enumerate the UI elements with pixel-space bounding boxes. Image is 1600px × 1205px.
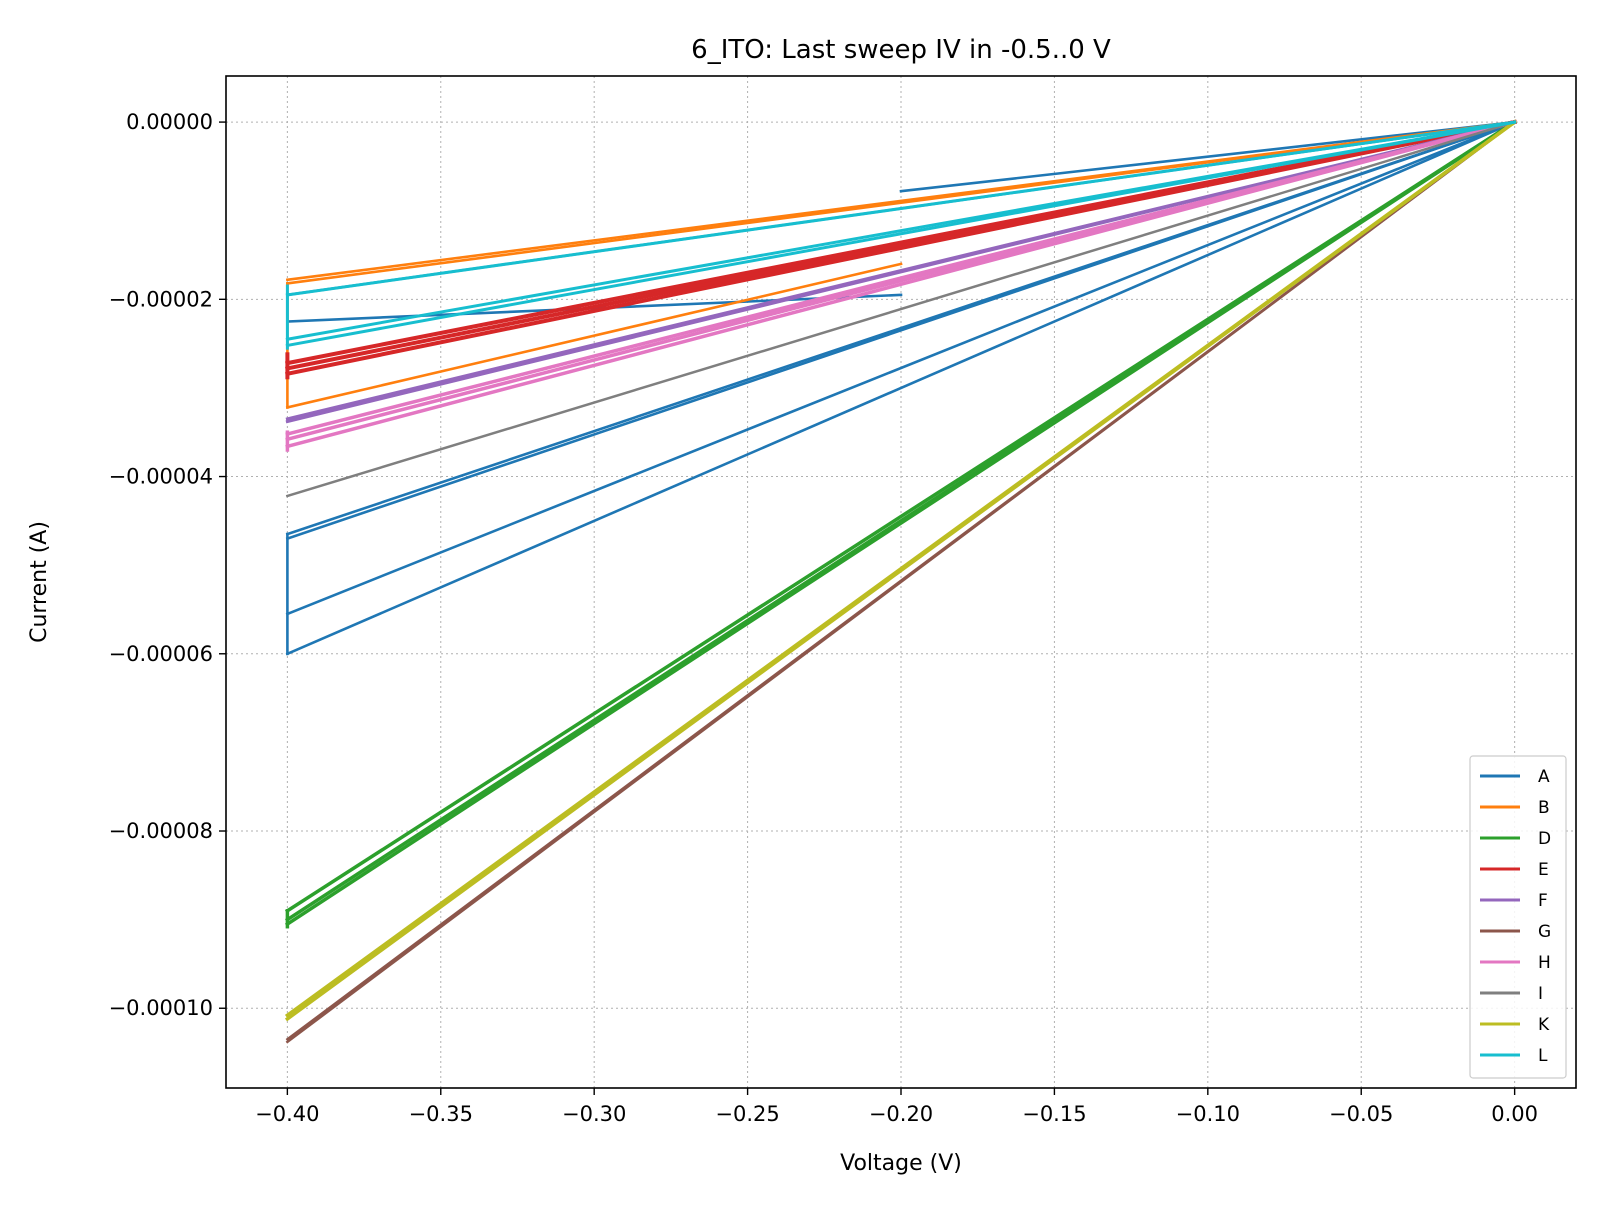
series-line-A bbox=[285, 120, 1517, 616]
x-tick-label: −0.25 bbox=[715, 1102, 779, 1126]
series-line-G bbox=[285, 120, 1517, 1042]
legend-label-H: H bbox=[1538, 953, 1551, 973]
y-tick-label: −0.00004 bbox=[109, 465, 213, 489]
y-tick-label: −0.00008 bbox=[109, 819, 213, 843]
legend-label-D: D bbox=[1538, 829, 1551, 849]
series-I bbox=[285, 120, 1517, 498]
y-tick-label: −0.00006 bbox=[109, 642, 213, 666]
y-axis-label: Current (A) bbox=[27, 521, 52, 643]
series-line-F bbox=[285, 120, 1517, 424]
series-line-H bbox=[285, 119, 1517, 449]
series-lines bbox=[284, 119, 1518, 1044]
series-L bbox=[285, 120, 1517, 350]
series-E bbox=[285, 119, 1517, 380]
x-tick-label: −0.10 bbox=[1176, 1102, 1240, 1126]
x-tick-label: −0.30 bbox=[562, 1102, 626, 1126]
series-H bbox=[285, 119, 1517, 452]
y-tick-label: 0.00000 bbox=[126, 110, 213, 134]
legend-label-B: B bbox=[1538, 798, 1550, 818]
series-line-K bbox=[284, 119, 1518, 1022]
series-line-D bbox=[284, 119, 1518, 927]
x-tick-label: −0.40 bbox=[255, 1102, 319, 1126]
x-tick-label: −0.35 bbox=[409, 1102, 473, 1126]
series-line-A bbox=[285, 120, 1517, 541]
legend-label-I: I bbox=[1538, 984, 1543, 1004]
x-tick-label: −0.20 bbox=[869, 1102, 933, 1126]
series-line-B bbox=[285, 262, 903, 409]
y-tick-label: −0.00002 bbox=[109, 287, 213, 311]
legend-label-A: A bbox=[1538, 767, 1550, 787]
series-line-I bbox=[285, 120, 1517, 498]
x-axis-label: Voltage (V) bbox=[840, 1151, 962, 1176]
legend-label-K: K bbox=[1538, 1015, 1550, 1035]
series-line-E bbox=[285, 119, 1517, 377]
legend-label-L: L bbox=[1538, 1046, 1548, 1066]
series-G bbox=[285, 120, 1517, 1044]
series-line-L bbox=[285, 120, 1517, 348]
chart-title: 6_ITO: Last sweep IV in -0.5..0 V bbox=[691, 35, 1111, 65]
series-line-A bbox=[285, 120, 1517, 656]
x-tick-label: 0.00 bbox=[1491, 1102, 1538, 1126]
series-line-A bbox=[899, 120, 1517, 193]
legend-label-G: G bbox=[1538, 922, 1551, 942]
series-K bbox=[284, 119, 1518, 1022]
series-D bbox=[284, 119, 1518, 929]
legend-label-F: F bbox=[1538, 891, 1548, 911]
x-tick-label: −0.05 bbox=[1329, 1102, 1393, 1126]
series-line-B bbox=[285, 120, 1517, 285]
legend-box bbox=[1469, 755, 1567, 1079]
x-tick-label: −0.15 bbox=[1022, 1102, 1086, 1126]
series-line-L bbox=[285, 120, 1517, 297]
grid-lines bbox=[226, 76, 1576, 1088]
series-F bbox=[285, 120, 1517, 424]
legend-label-E: E bbox=[1538, 860, 1549, 880]
y-tick-label: −0.00010 bbox=[109, 996, 213, 1020]
axis-ticks: −0.40 −0.35 −0.30 −0.25 −0.20 −0.15 −0.10 −0.05… bbox=[109, 110, 1538, 1126]
